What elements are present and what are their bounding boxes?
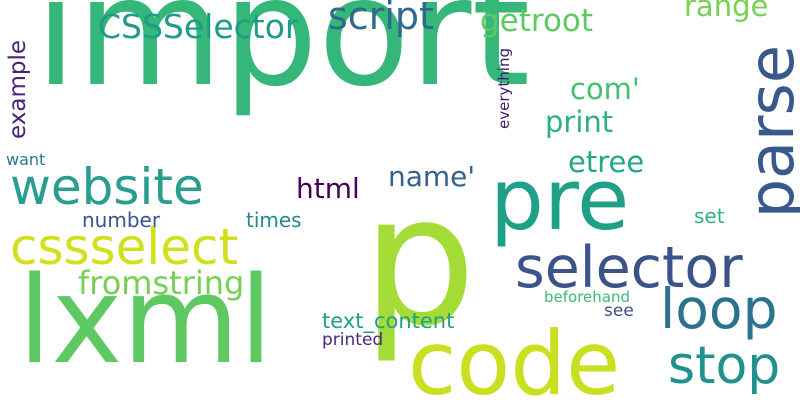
word-getroot: getroot [480, 6, 593, 37]
word-want: want [6, 152, 45, 168]
word-parse: parse [741, 45, 800, 218]
word-html: html [296, 175, 360, 203]
word-website: website [10, 162, 204, 212]
word-text-content: text_content [322, 311, 454, 332]
word-stop: stop [668, 340, 780, 392]
word-name: name' [388, 163, 475, 191]
word-everything: everything [497, 48, 512, 129]
word-etree: etree [568, 148, 644, 177]
word-range: range [684, 0, 768, 21]
word-print: print [545, 108, 613, 137]
word-times: times [246, 210, 302, 230]
word-loop: loop [660, 282, 778, 337]
word-script: script [328, 0, 434, 35]
word-number: number [82, 210, 160, 230]
word-com: com' [570, 75, 640, 104]
word-see: see [604, 303, 634, 320]
word-example: example [7, 40, 30, 139]
word-set: set [694, 206, 725, 226]
word-cssselector: CSSSelector [98, 10, 299, 43]
word-fromstring: fromstring [78, 267, 244, 299]
word-printed: printed [322, 332, 383, 349]
